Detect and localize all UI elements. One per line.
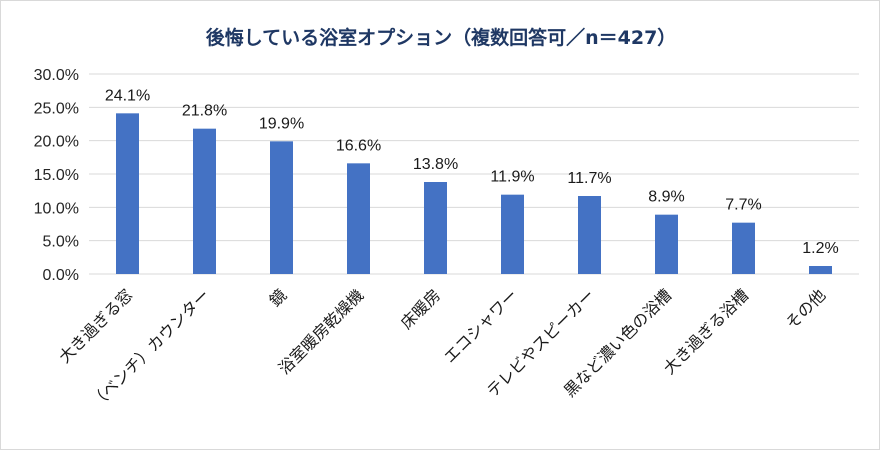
y-tick-label: 20.0% — [34, 134, 79, 151]
bar — [655, 214, 678, 274]
data-label: 8.9% — [648, 189, 684, 206]
data-labels: 24.1% 21.8% 19.9% 16.6% 13.8% 11.9% 11.7% 8.9% 7… — [105, 87, 839, 257]
bar — [501, 194, 524, 274]
bar — [116, 113, 139, 274]
y-tick-label: 10.0% — [34, 200, 79, 217]
bar — [347, 163, 370, 274]
y-tick-label: 5.0% — [43, 234, 79, 251]
bar — [732, 222, 755, 274]
bars — [116, 113, 832, 274]
y-tick-label: 15.0% — [34, 167, 79, 184]
data-label: 11.9% — [490, 169, 534, 186]
data-label: 21.8% — [182, 103, 227, 120]
bar — [578, 196, 601, 274]
data-label: 11.7% — [567, 170, 611, 187]
data-label: 7.7% — [725, 197, 761, 214]
data-label: 19.9% — [259, 115, 304, 132]
bar — [424, 182, 447, 274]
y-tick-label: 30.0% — [34, 67, 79, 84]
category-label: その他 — [782, 285, 829, 332]
data-label: 16.6% — [336, 137, 381, 154]
bar — [809, 266, 832, 274]
category-label: 床暖房 — [397, 285, 444, 332]
y-tick-label: 0.0% — [43, 267, 79, 284]
bar — [193, 128, 216, 274]
category-label: エコシャワー — [440, 285, 521, 366]
category-label: 鏡 — [266, 285, 291, 310]
category-label: 大き過ぎる窓 — [55, 285, 136, 366]
data-label: 24.1% — [105, 87, 150, 104]
y-axis-ticks: 0.0% 5.0% 10.0% 15.0% 20.0% 25.0% 30.0% — [34, 67, 79, 284]
data-label: 13.8% — [413, 156, 458, 173]
chart-title: 後悔している浴室オプション（複数回答可／n＝427） — [205, 27, 677, 49]
gridlines — [89, 73, 859, 242]
bar — [270, 141, 293, 274]
y-tick-label: 25.0% — [34, 100, 79, 117]
data-label: 1.2% — [802, 240, 838, 257]
